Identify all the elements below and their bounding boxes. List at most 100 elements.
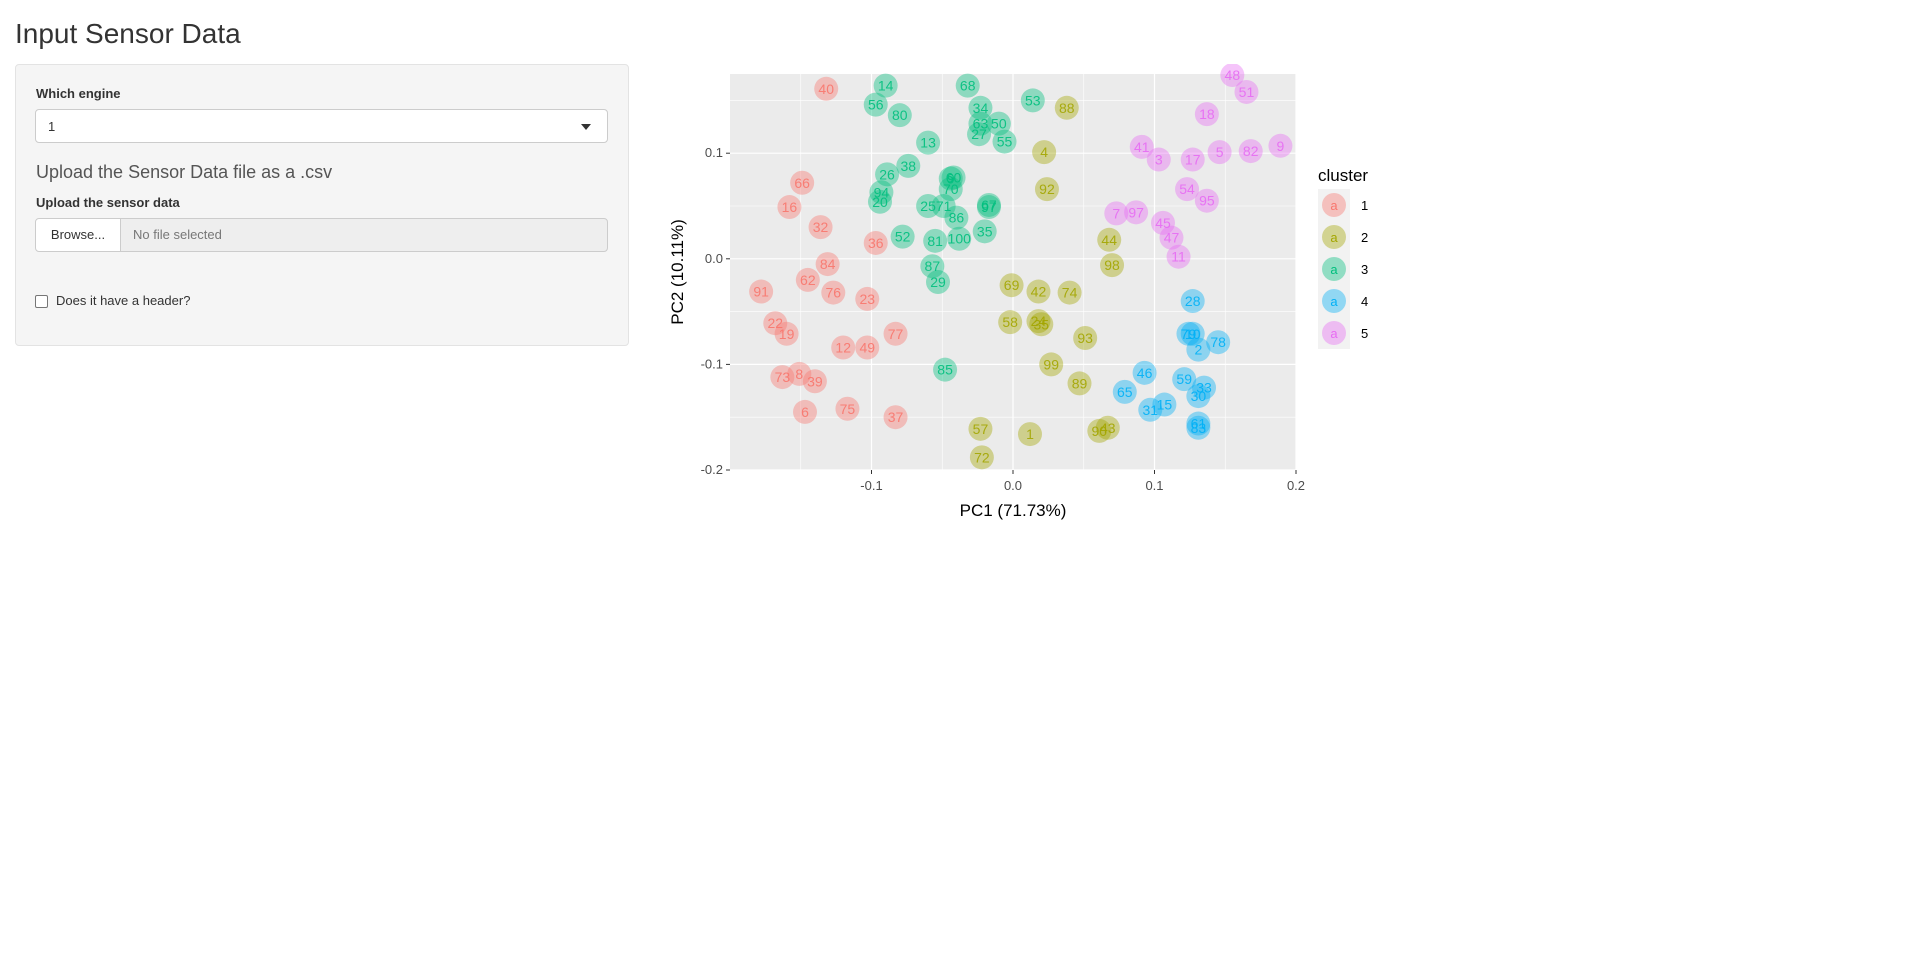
browse-button[interactable]: Browse... bbox=[35, 218, 121, 252]
y-tick-label: 0.0 bbox=[705, 251, 723, 266]
point-label: 13 bbox=[920, 135, 936, 151]
point-label: 15 bbox=[1157, 397, 1173, 413]
point-label: 46 bbox=[1137, 365, 1153, 381]
data-point bbox=[1124, 200, 1149, 225]
point-label: 80 bbox=[892, 107, 908, 123]
data-point bbox=[1132, 360, 1157, 385]
data-point bbox=[863, 230, 888, 255]
engine-select[interactable]: 1 bbox=[35, 109, 608, 143]
data-point bbox=[920, 254, 945, 279]
point-label: 83 bbox=[1191, 420, 1207, 436]
data-point bbox=[1032, 140, 1057, 165]
point-label: 97 bbox=[981, 199, 997, 215]
point-label: 53 bbox=[1025, 92, 1041, 108]
point-label: 40 bbox=[818, 81, 834, 97]
point-label: 71 bbox=[936, 198, 952, 214]
point-label: 38 bbox=[901, 158, 917, 174]
data-point bbox=[1026, 309, 1051, 334]
data-point bbox=[931, 194, 956, 218]
data-point bbox=[795, 267, 820, 292]
data-point bbox=[1129, 134, 1154, 159]
data-point bbox=[1146, 147, 1171, 172]
point-label: 48 bbox=[1225, 67, 1241, 83]
data-point bbox=[875, 162, 900, 187]
point-label: 10 bbox=[1185, 326, 1201, 342]
data-point bbox=[926, 270, 951, 295]
data-point bbox=[855, 335, 880, 360]
y-axis-ticks: -0.2 -0.1 0.0 0.1 bbox=[701, 145, 730, 477]
point-label: 23 bbox=[859, 291, 875, 307]
point-label: 42 bbox=[1031, 284, 1047, 300]
data-point bbox=[863, 92, 888, 117]
data-point bbox=[855, 286, 880, 311]
point-label: 49 bbox=[859, 340, 875, 356]
legend-key-swatch bbox=[1322, 193, 1346, 217]
x-tick-label: 0.2 bbox=[1287, 478, 1305, 493]
data-point bbox=[1138, 397, 1163, 422]
data-point bbox=[1234, 79, 1259, 104]
point-label: 45 bbox=[1155, 215, 1171, 231]
data-point bbox=[867, 189, 892, 214]
data-point bbox=[968, 111, 993, 136]
data-point bbox=[1176, 321, 1201, 346]
data-point bbox=[790, 170, 815, 195]
data-point bbox=[923, 228, 948, 253]
data-point bbox=[1026, 279, 1051, 304]
legend-key-swatch bbox=[1322, 289, 1346, 313]
point-label: 61 bbox=[1191, 416, 1207, 432]
data-point bbox=[1186, 411, 1211, 436]
point-label: 68 bbox=[960, 78, 976, 94]
point-label: 19 bbox=[779, 326, 795, 342]
point-label: 27 bbox=[971, 126, 987, 142]
data-point bbox=[1180, 321, 1205, 346]
data-point bbox=[763, 311, 788, 336]
data-point bbox=[873, 73, 898, 98]
data-point bbox=[1268, 133, 1293, 158]
point-label: 35 bbox=[1034, 316, 1050, 332]
data-point bbox=[1194, 188, 1219, 213]
point-label: 99 bbox=[1043, 356, 1059, 372]
point-label: 43 bbox=[1100, 420, 1116, 436]
data-point bbox=[774, 321, 799, 346]
data-point bbox=[969, 445, 994, 470]
point-label: 63 bbox=[973, 116, 989, 132]
data-point bbox=[916, 194, 941, 218]
point-label: 9 bbox=[1277, 138, 1285, 154]
data-point bbox=[1020, 88, 1045, 113]
point-label: 58 bbox=[1002, 314, 1018, 330]
point-label: 70 bbox=[943, 181, 959, 197]
data-point bbox=[1180, 289, 1205, 314]
legend-key-swatch bbox=[1322, 225, 1346, 249]
legend-key-background bbox=[1318, 285, 1350, 317]
point-label: 56 bbox=[868, 97, 884, 113]
point-label: 98 bbox=[1104, 257, 1120, 273]
data-point bbox=[1192, 375, 1217, 400]
data-point bbox=[998, 310, 1023, 335]
data-point bbox=[999, 273, 1024, 298]
header-checkbox[interactable] bbox=[35, 295, 48, 308]
point-label: 39 bbox=[807, 373, 823, 389]
data-point bbox=[1017, 422, 1042, 447]
point-label: 17 bbox=[1185, 152, 1201, 168]
data-point bbox=[1206, 330, 1231, 355]
data-point bbox=[1087, 418, 1112, 443]
data-point bbox=[835, 396, 860, 421]
point-label: 66 bbox=[794, 175, 810, 191]
data-point bbox=[1095, 415, 1120, 440]
point-label: 16 bbox=[782, 199, 798, 215]
data-point bbox=[792, 399, 817, 424]
data-point bbox=[896, 153, 921, 178]
legend-key-swatch bbox=[1322, 321, 1346, 345]
chevron-down-icon bbox=[581, 124, 591, 130]
data-point bbox=[869, 180, 894, 205]
point-label: 7 bbox=[1112, 205, 1120, 221]
data-point bbox=[1034, 177, 1059, 202]
legend-entry-label: 2 bbox=[1361, 230, 1368, 245]
data-point bbox=[1175, 177, 1200, 202]
data-point bbox=[992, 129, 1017, 154]
data-point bbox=[890, 224, 915, 249]
point-label: 44 bbox=[1101, 232, 1117, 248]
point-label: 20 bbox=[872, 194, 888, 210]
x-axis-ticks: -0.1 0.0 0.1 0.2 bbox=[860, 470, 1305, 493]
